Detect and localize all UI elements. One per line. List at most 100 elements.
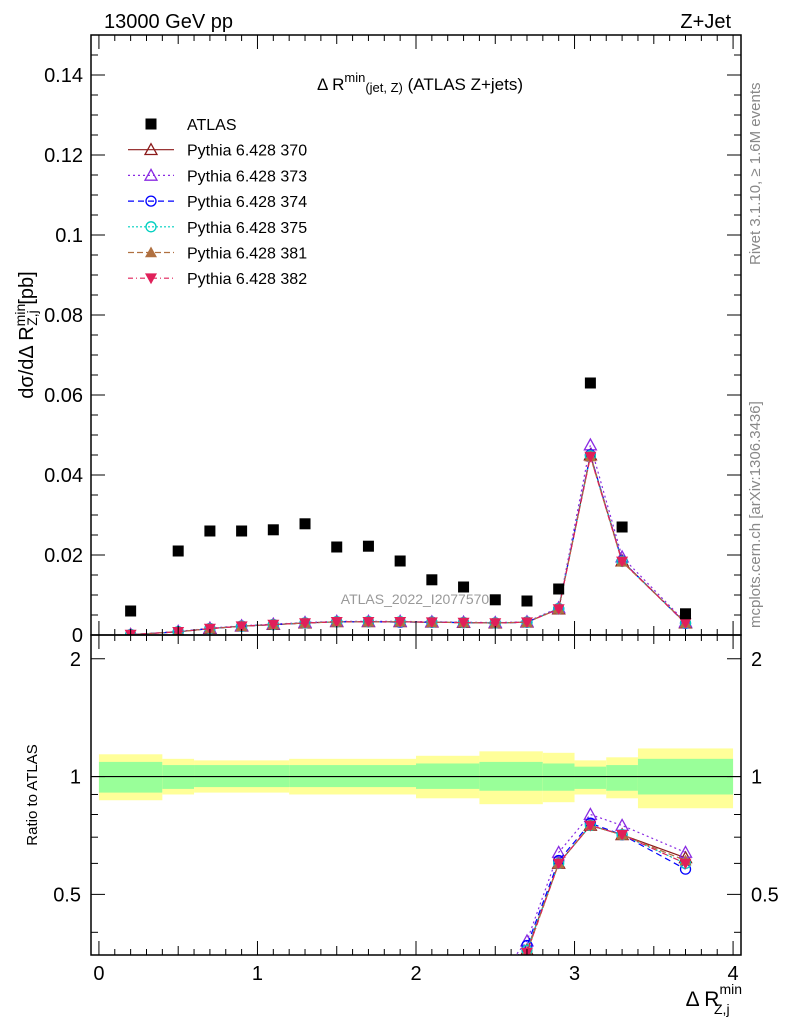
point-data-2 [204, 525, 216, 537]
axes-ticks: 0 1 2 3 4 0 0.02 0.04 0.06 0.08 0.1 0.12 0.14 0.5 0.5 1… [44, 34, 779, 985]
legend-label-p374: Pythia 6.428 374 [187, 194, 307, 211]
header-right: Z+Jet [680, 11, 731, 33]
y-tick-label-main-4: 0.08 [44, 305, 83, 327]
series-line-p375 [130, 455, 686, 635]
plot-title-sub: (jet, Z) [365, 80, 403, 95]
ylabel-main-sup: min [12, 304, 28, 327]
point-data-0 [125, 605, 137, 617]
x-tick-label-2: 2 [410, 963, 421, 985]
xlabel-sup: min [719, 981, 742, 997]
x-tick-label-0: 0 [93, 963, 104, 985]
point-data-12 [521, 595, 533, 607]
point-data-1 [172, 545, 184, 557]
ylabel-main-post: [pb] [16, 271, 38, 310]
y-tick-label-main-1: 0.02 [44, 545, 83, 567]
ratio-point-p382-2 [584, 820, 597, 832]
legend-label-p370: Pythia 6.428 370 [187, 143, 307, 160]
ratio-series [515, 807, 693, 955]
point-p382-15 [616, 556, 629, 568]
point-p382-9 [425, 617, 438, 629]
ratio-point-p382-1 [552, 858, 565, 870]
ratio-line-p374 [517, 822, 686, 955]
legend-marker-p382 [145, 273, 157, 285]
point-data-8 [394, 555, 406, 567]
header-left: 13000 GeV pp [104, 11, 233, 33]
y-tick-label-main-2: 0.04 [44, 465, 83, 487]
rivet-label: Rivet 3.1.10, ≥ 1.6M events [747, 83, 764, 266]
legend-label-p381: Pythia 6.428 381 [187, 246, 307, 263]
point-data-13 [553, 583, 565, 595]
legend-entry-0: ATLAS [145, 117, 237, 134]
point-p382-16 [679, 618, 692, 629]
legend-entry-4: Pythia 6.428 375 [128, 220, 307, 237]
legend-marker-p375 [145, 221, 157, 233]
legend-marker-p381 [145, 246, 157, 258]
xlabel: Δ Rmin Z,j [686, 981, 742, 1017]
point-p382-5 [299, 618, 312, 629]
ratio-point-p373-2 [583, 807, 598, 820]
point-p382-3 [235, 621, 248, 633]
ratio-panel [515, 807, 693, 955]
series-line-p382 [130, 456, 686, 635]
point-data-3 [236, 525, 248, 537]
plot-title-sup: min [344, 70, 365, 85]
ylabel-ratio: Ratio to ATLAS [24, 744, 41, 845]
y-tick-label-main-7: 0.14 [44, 65, 83, 87]
ylabel-main-sub: Z,j [24, 310, 40, 326]
point-data-16 [680, 608, 692, 620]
plot-title: Δ Rmin(jet, Z) (ATLAS Z+jets) [317, 70, 523, 95]
y-tick-label-ratio-left-0: 0.5 [53, 884, 81, 906]
point-p382-6 [330, 617, 343, 628]
point-p382-13 [552, 604, 565, 615]
xlabel-sub: Z,j [714, 1001, 730, 1017]
point-data-9 [426, 574, 438, 586]
x-tick-label-1: 1 [252, 963, 263, 985]
xlabel-pre: Δ R [686, 988, 720, 1011]
series-line-p374 [130, 454, 686, 635]
band-inner-7 [574, 766, 607, 789]
y-tick-label-main-0: 0 [72, 625, 83, 647]
legend-entry-2: Pythia 6.428 373 [128, 168, 307, 185]
legend-label-data: ATLAS [187, 117, 237, 134]
point-data-10 [458, 581, 470, 593]
point-p382-4 [267, 619, 280, 631]
band-inner-0 [98, 761, 163, 793]
ratio-line-p381 [523, 824, 686, 955]
y-tick-label-main-3: 0.06 [44, 385, 83, 407]
legend-marker-p370 [143, 142, 159, 156]
point-data-5 [299, 518, 311, 530]
y-tick-label-main-5: 0.1 [55, 225, 83, 247]
legend-label-p373: Pythia 6.428 373 [187, 168, 307, 185]
y-tick-label-ratio-left-2: 2 [70, 649, 81, 671]
legend-marker-p374 [145, 195, 157, 207]
ratio-point-p373-1 [551, 845, 566, 858]
legend-entry-5: Pythia 6.428 381 [128, 246, 307, 263]
legend-marker-data [145, 118, 157, 130]
ratio-point-p375-0 [521, 944, 533, 955]
series-line-p381 [130, 456, 686, 635]
legend: ATLAS Pythia 6.428 370 Pythia 6.428 373 Pyt… [128, 117, 307, 288]
ratio-line-p373 [515, 813, 686, 955]
ratio-uncertainty-bands [91, 748, 741, 809]
y-tick-label-main-6: 0.12 [44, 145, 83, 167]
y-tick-label-ratio-right-1: 1 [751, 767, 762, 789]
ylabel-main-pre: dσ/dΔ R [16, 326, 38, 398]
point-p382-12 [520, 617, 533, 629]
legend-entry-3: Pythia 6.428 374 [128, 194, 307, 211]
point-data-7 [362, 540, 374, 552]
plot-title-post: (ATLAS Z+jets) [403, 75, 523, 94]
legend-marker-p373 [143, 168, 159, 181]
x-tick-label-4: 4 [728, 963, 739, 985]
ratio-line-p382 [523, 824, 686, 955]
point-p382-14 [584, 451, 597, 463]
point-p382-11 [489, 618, 502, 629]
point-data-4 [267, 524, 279, 536]
y-tick-label-ratio-right-0: 0.5 [751, 884, 779, 906]
point-p382-10 [457, 617, 470, 629]
analysis-watermark: ATLAS_2022_I2077570 [341, 591, 490, 607]
point-data-14 [584, 377, 596, 389]
point-data-11 [489, 594, 501, 606]
ratio-point-p382-4 [679, 858, 692, 870]
mcplots-label: mcplots.cern.ch [arXiv:1306.3436] [747, 401, 764, 628]
band-inner-8 [606, 765, 638, 791]
